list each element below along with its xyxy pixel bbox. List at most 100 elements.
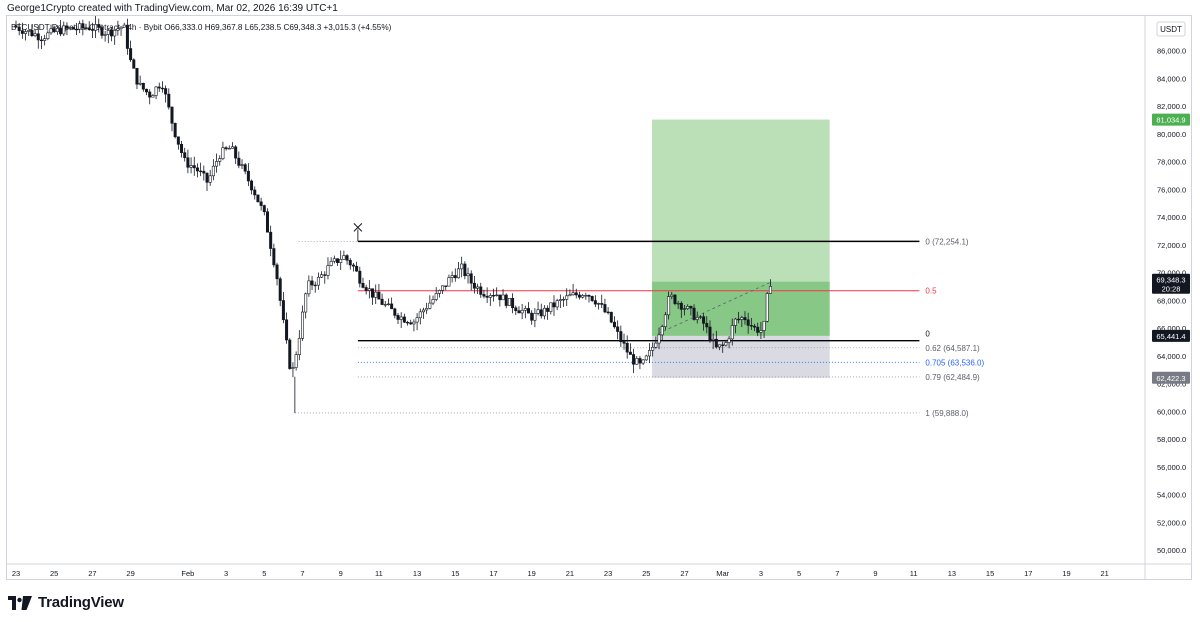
candle-body: [180, 144, 184, 153]
candle-body: [663, 314, 667, 327]
candle-body: [62, 25, 66, 35]
candle-body: [78, 23, 82, 30]
price-badge-label-target: 81,034.9: [1156, 116, 1185, 125]
stop-loss-zone: [652, 335, 830, 378]
candle-body: [421, 309, 425, 313]
x-tick-label: 23: [604, 569, 612, 578]
x-tick-label: 17: [1024, 569, 1032, 578]
candle-body: [530, 312, 534, 321]
candle-body: [689, 306, 693, 309]
x-tick-label: 5: [797, 569, 801, 578]
candle-body: [415, 317, 419, 323]
candle-body: [695, 316, 699, 320]
candle-body: [307, 280, 311, 295]
candle-body: [326, 265, 330, 276]
candle-body: [33, 33, 37, 36]
candle-body: [132, 59, 136, 69]
candle-body: [523, 308, 527, 311]
candle-body: [364, 287, 368, 291]
x-tick-label: 25: [50, 569, 58, 578]
candle-body: [409, 322, 413, 325]
y-tick-label: 54,000.0: [1157, 491, 1186, 500]
candle-body: [686, 306, 690, 309]
candle-body: [129, 48, 133, 61]
x-tick-label: 13: [413, 569, 421, 578]
candle-body: [396, 315, 400, 320]
candle-body: [39, 39, 43, 42]
tradingview-brand: TradingView: [38, 594, 124, 611]
candle-body: [218, 158, 222, 162]
candle-body: [463, 263, 467, 277]
candle-body: [558, 299, 562, 301]
realized-profit-zone: [652, 281, 830, 336]
candle-body: [644, 355, 648, 361]
candle-body: [568, 294, 572, 297]
y-tick-label: 84,000.0: [1157, 74, 1186, 83]
candle-body: [660, 326, 664, 336]
candle-body: [485, 295, 489, 298]
candle-body: [546, 307, 550, 312]
candle-body: [237, 157, 241, 166]
tradingview-logo-icon: [8, 595, 32, 610]
candle-body: [17, 26, 21, 31]
y-tick-label: 68,000.0: [1157, 296, 1186, 305]
candle-body: [571, 292, 575, 296]
y-tick-label: 82,000.0: [1157, 102, 1186, 111]
candle-body: [262, 205, 266, 213]
candle-body: [116, 28, 120, 31]
candle-body: [49, 28, 53, 34]
candle-body: [711, 338, 715, 341]
candle-body: [708, 326, 712, 341]
candle-body: [122, 24, 126, 28]
x-tick-label: 19: [528, 569, 536, 578]
x-tick-label: 19: [1062, 569, 1070, 578]
candle-body: [294, 354, 298, 368]
x-tick-label: 9: [339, 569, 343, 578]
candle-body: [670, 294, 674, 297]
candle-body: [431, 299, 435, 304]
y-tick-label: 74,000.0: [1157, 213, 1186, 222]
candle-body: [151, 95, 155, 98]
fib-label-0: 0 (72,254.1): [925, 237, 968, 246]
candle-body: [358, 270, 362, 284]
candle-body: [36, 33, 40, 41]
range-bottom-label: 0: [925, 330, 930, 339]
y-tick-label: 72,000.0: [1157, 241, 1186, 250]
candle-body: [211, 165, 215, 177]
candle-body: [43, 38, 47, 41]
x-tick-label: 17: [489, 569, 497, 578]
y-tick-label: 58,000.0: [1157, 435, 1186, 444]
candle-body: [374, 291, 378, 298]
candle-body: [297, 338, 301, 355]
candle-body: [450, 275, 454, 278]
candle-body: [495, 294, 499, 297]
candle-body: [281, 300, 285, 321]
candle-body: [173, 122, 177, 138]
candle-body: [316, 276, 320, 286]
fib-label-0.62: 0.62 (64,587.1): [925, 344, 980, 353]
symbol-ohlc-line: BTCUSDT Perpetual Contract · 4h · Bybit …: [11, 23, 392, 32]
candle-body: [730, 325, 734, 340]
candle-body: [199, 170, 203, 173]
candle-body: [651, 346, 655, 351]
fib-label-0.79: 0.79 (62,484.9): [925, 373, 980, 382]
countdown-label: 20:28: [1162, 285, 1181, 294]
candle-body: [740, 317, 744, 320]
footer: TradingView: [8, 594, 124, 611]
candle-body: [507, 298, 511, 306]
price-badge-stop: [1152, 371, 1190, 384]
candle-body: [342, 255, 346, 260]
candle-body: [164, 88, 168, 95]
candle-body: [759, 330, 763, 333]
candle-body: [504, 294, 508, 306]
candle-body: [27, 30, 31, 32]
price-badge-target: [1152, 113, 1190, 126]
candle-body: [472, 282, 476, 289]
candle-body: [743, 317, 747, 321]
candle-body: [230, 146, 234, 149]
candles-group: [14, 16, 772, 378]
candle-body: [106, 30, 110, 35]
position-trend-line: [657, 282, 771, 335]
candle-body: [154, 86, 158, 96]
